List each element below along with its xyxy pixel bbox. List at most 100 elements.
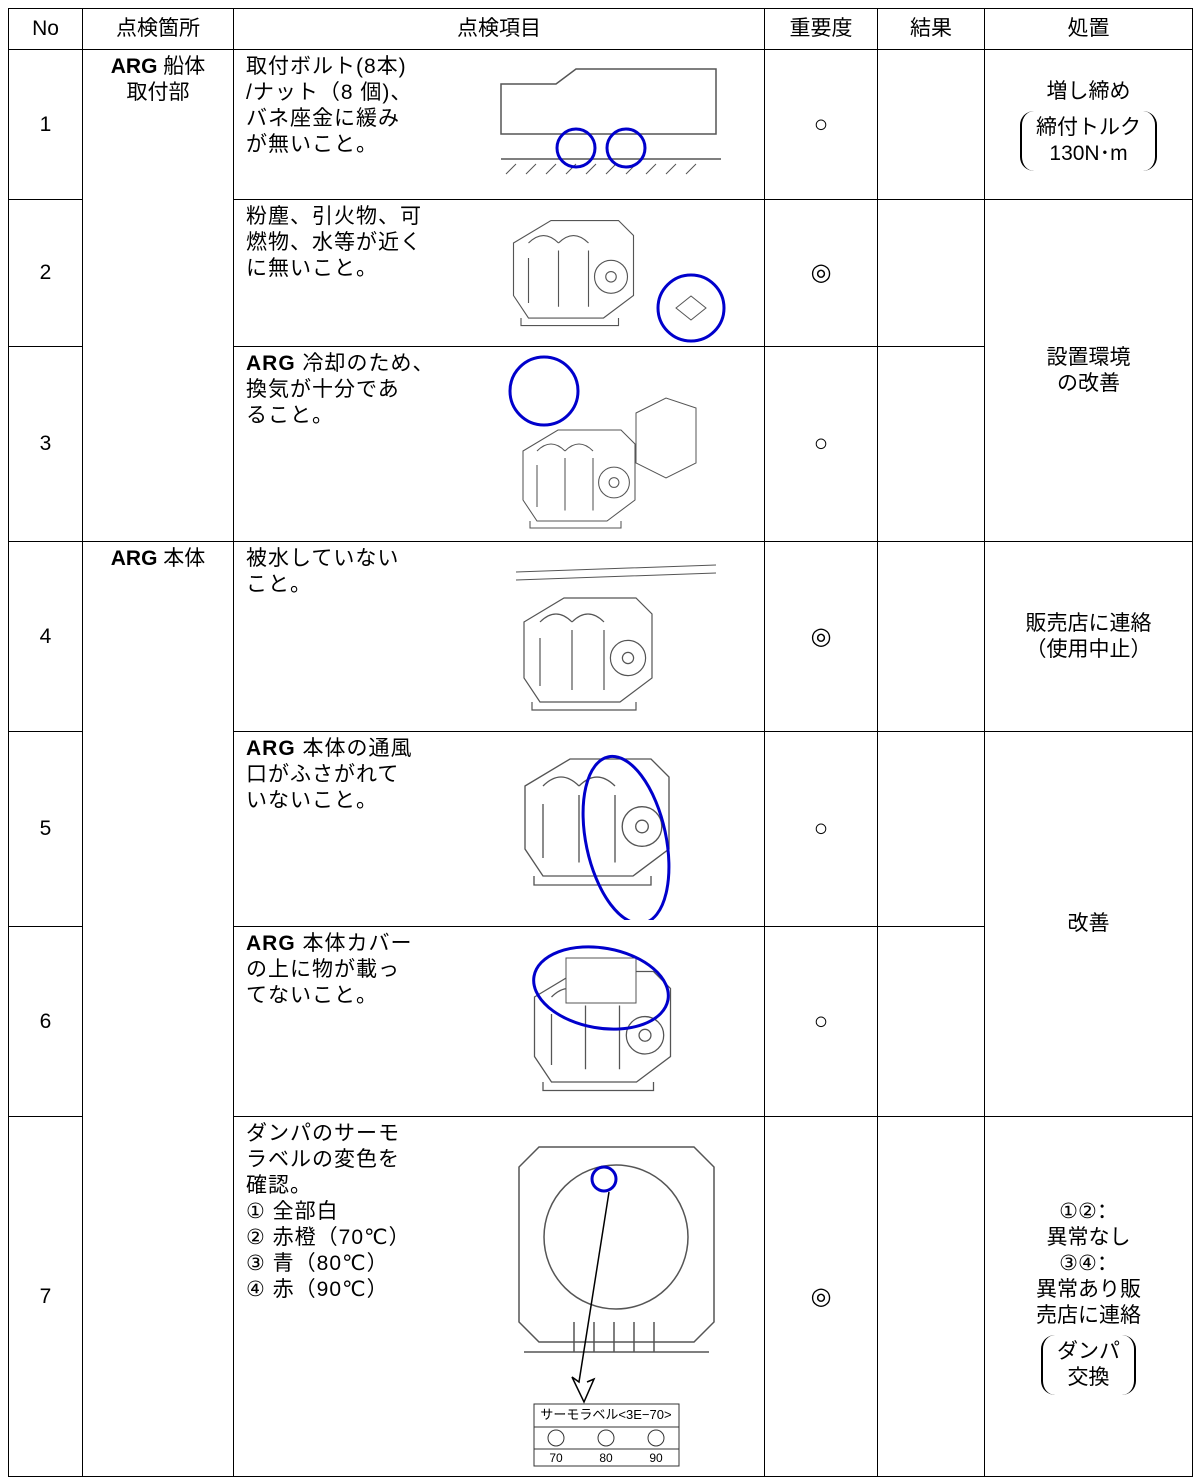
- label-temp: 70: [549, 1451, 563, 1465]
- action-cell: 販売店に連絡 （使用中止）: [984, 541, 1193, 732]
- duct: [635, 397, 697, 479]
- text: が無いこと。: [246, 133, 378, 156]
- item-cell: ARG 本体の通風 口がふさがれて いないこと。: [233, 731, 765, 927]
- motor-shaft: [598, 466, 630, 499]
- motor-body: [512, 219, 635, 319]
- motor-drawing: [523, 597, 653, 711]
- text: 冷却のため、: [302, 352, 435, 375]
- text-line: 販売店に連絡: [985, 611, 1192, 637]
- text: 設置環境: [1046, 345, 1131, 369]
- text: 確認。: [246, 1174, 312, 1197]
- row-number: 3: [8, 346, 83, 542]
- action-cell: 設置環境 の改善: [984, 199, 1193, 542]
- highlight-circle: [656, 273, 726, 343]
- item-text: ARG 本体カバー の上に物が載っ てないこと。: [246, 931, 486, 1009]
- highlight-circle: [532, 945, 670, 1031]
- highlight-circle: [508, 355, 580, 427]
- text: 燃物、水等が近く: [246, 231, 422, 254]
- result-cell: [877, 541, 985, 732]
- text: の改善: [1057, 371, 1120, 395]
- motor-base: [533, 876, 652, 886]
- item-cell: ARG 本体カバー の上に物が載っ てないこと。: [233, 926, 765, 1117]
- text-line: 口がふさがれて: [246, 762, 486, 788]
- row-number: 7: [8, 1116, 83, 1477]
- table-row: 7 ダンパのサーモ ラベルの変色を 確認。 ① 全部白 ② 赤橙（70℃） ③ 青（80℃）…: [8, 1116, 1193, 1477]
- row-number: 5: [8, 731, 83, 927]
- text: 交換: [1067, 1365, 1110, 1389]
- text-line: 異常あり販: [985, 1277, 1192, 1303]
- text: 口がふさがれて: [246, 763, 400, 786]
- text-line: 燃物、水等が近く: [246, 230, 486, 256]
- motor-shaft-inner: [638, 1028, 652, 1042]
- motor-base: [529, 520, 622, 529]
- text-line: ③④：: [985, 1251, 1192, 1277]
- pipe: [515, 564, 717, 581]
- illustration: [524, 754, 671, 920]
- result-cell: [877, 926, 985, 1117]
- item-text: 取付ボルト(8本) /ナット（8 個)、 バネ座金に緩み が無いこと。: [246, 54, 486, 158]
- importance: ◎: [764, 1116, 878, 1477]
- motor-fins: [539, 613, 605, 691]
- text-line: いないこと。: [246, 788, 486, 814]
- text-line: こと。: [246, 572, 486, 598]
- action-cell: 増し締め 締付トルク 130N･m: [984, 49, 1193, 200]
- bold-lead: ARG: [110, 547, 158, 570]
- damper-disc: [543, 1164, 689, 1310]
- bracket-frame: [500, 68, 721, 160]
- importance: ○: [764, 926, 878, 1117]
- text-line: てないこと。: [246, 983, 486, 1009]
- motor-base: [520, 318, 620, 327]
- text-line: バネ座金に緩み: [246, 106, 486, 132]
- text-line: 増し締め: [985, 79, 1192, 105]
- item-text: ダンパのサーモ ラベルの変色を 確認。 ① 全部白 ② 赤橙（70℃） ③ 青（80℃） ④…: [246, 1121, 486, 1303]
- text: の上に物が載っ: [246, 958, 400, 981]
- text: 取付ボルト(8本): [246, 55, 407, 78]
- action-cell: ①②： 異常なし ③④： 異常あり販 売店に連絡ダンパ 交換: [984, 1116, 1193, 1477]
- motor-body: [522, 429, 636, 522]
- table-row: 5 ARG 本体の通風 口がふさがれて いないこと。 ○ 改善: [8, 731, 1193, 1117]
- header-cell: No: [8, 8, 83, 50]
- text: ①②：: [1059, 1199, 1118, 1223]
- highlight-circle: [581, 754, 671, 920]
- table-body: 1 ARG 船体 取付部 取付ボルト(8本)/ナット（8 個)、 バネ座金に緩み が無いこ…: [8, 49, 1193, 1477]
- text-line: ダンパのサーモ: [246, 1121, 486, 1147]
- motor-shaft-inner: [635, 819, 649, 834]
- text: ③ 青（80℃）: [246, 1252, 389, 1275]
- item-cell: 被水していない こと。: [233, 541, 765, 732]
- text-line: が無いこと。: [246, 132, 486, 158]
- motor-shaft: [625, 1015, 665, 1055]
- bold-lead: ARG: [246, 352, 296, 375]
- text: ラベルの変色を: [246, 1148, 400, 1171]
- text-line: 異常なし: [985, 1225, 1192, 1251]
- text: 本体カバー: [302, 932, 413, 955]
- result-cell: [877, 49, 985, 200]
- text: ダンパのサーモ: [246, 1122, 400, 1145]
- arrow: [571, 1191, 610, 1404]
- label-title: サーモラベル<3E−70>: [540, 1407, 671, 1422]
- item-cell: ARG 冷却のため、 換気が十分であ ること。: [233, 346, 765, 542]
- text: バネ座金に緩み: [246, 107, 400, 130]
- text-line: 締付トルク: [1036, 115, 1141, 141]
- highlight-circle: [590, 1165, 618, 1193]
- importance: ◎: [764, 541, 878, 732]
- hatching: [505, 163, 697, 175]
- place-cell: ARG 船体 取付部: [82, 49, 234, 542]
- text: てないこと。: [246, 984, 378, 1007]
- result-cell: [877, 346, 985, 542]
- motor-shaft: [621, 806, 663, 847]
- text-line: 交換: [1057, 1365, 1120, 1391]
- damper-frame: [518, 1146, 715, 1343]
- table-row: 2 粉塵、引火物、可 燃物、水等が近く に無いこと。 ◎ 設置環境 の改善: [8, 199, 1193, 542]
- text: ダンパ: [1057, 1339, 1120, 1363]
- text: 取付部: [126, 81, 190, 104]
- text-line: 売店に連絡: [985, 1303, 1192, 1329]
- text: いないこと。: [246, 789, 378, 812]
- importance: ◎: [764, 199, 878, 347]
- illustration: [500, 68, 721, 175]
- table-row: 4 ARG 本体 被水していない こと。 ◎ 販売店に連絡 （使用中止）: [8, 541, 1193, 1477]
- text-line: ① 全部白: [246, 1199, 486, 1225]
- bracket: ダンパ 交換: [1041, 1334, 1136, 1395]
- text-line: ② 赤橙（70℃）: [246, 1225, 486, 1251]
- motor-shaft-inner: [621, 651, 635, 665]
